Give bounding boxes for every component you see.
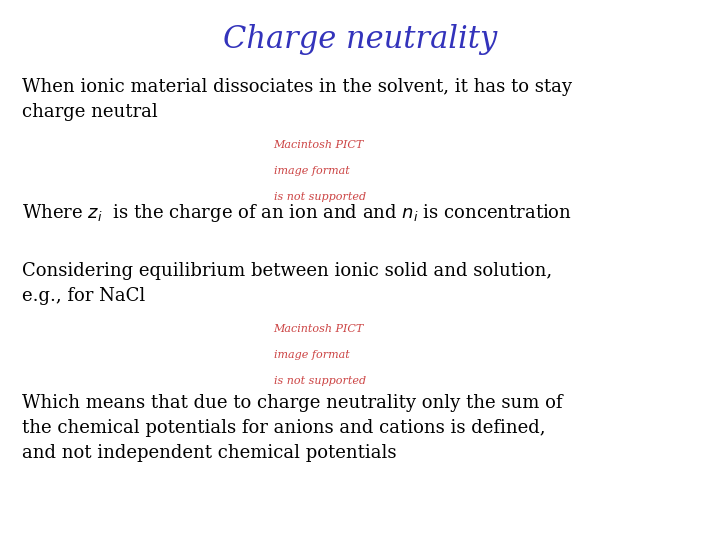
Text: is not supported: is not supported: [274, 192, 366, 202]
Text: image format: image format: [274, 350, 349, 360]
Text: Which means that due to charge neutrality only the sum of
the chemical potential: Which means that due to charge neutralit…: [22, 394, 562, 462]
Text: Charge neutrality: Charge neutrality: [223, 24, 497, 55]
Text: When ionic material dissociates in the solvent, it has to stay
charge neutral: When ionic material dissociates in the s…: [22, 78, 572, 122]
Text: is not supported: is not supported: [274, 376, 366, 386]
Text: image format: image format: [274, 166, 349, 177]
Text: Macintosh PICT: Macintosh PICT: [274, 324, 364, 334]
Text: Where $z_i$  is the charge of an ion and and $n_i$ is concentration: Where $z_i$ is the charge of an ion and …: [22, 202, 572, 225]
Text: Considering equilibrium between ionic solid and solution,
e.g., for NaCl: Considering equilibrium between ionic so…: [22, 262, 552, 305]
Text: Macintosh PICT: Macintosh PICT: [274, 140, 364, 151]
